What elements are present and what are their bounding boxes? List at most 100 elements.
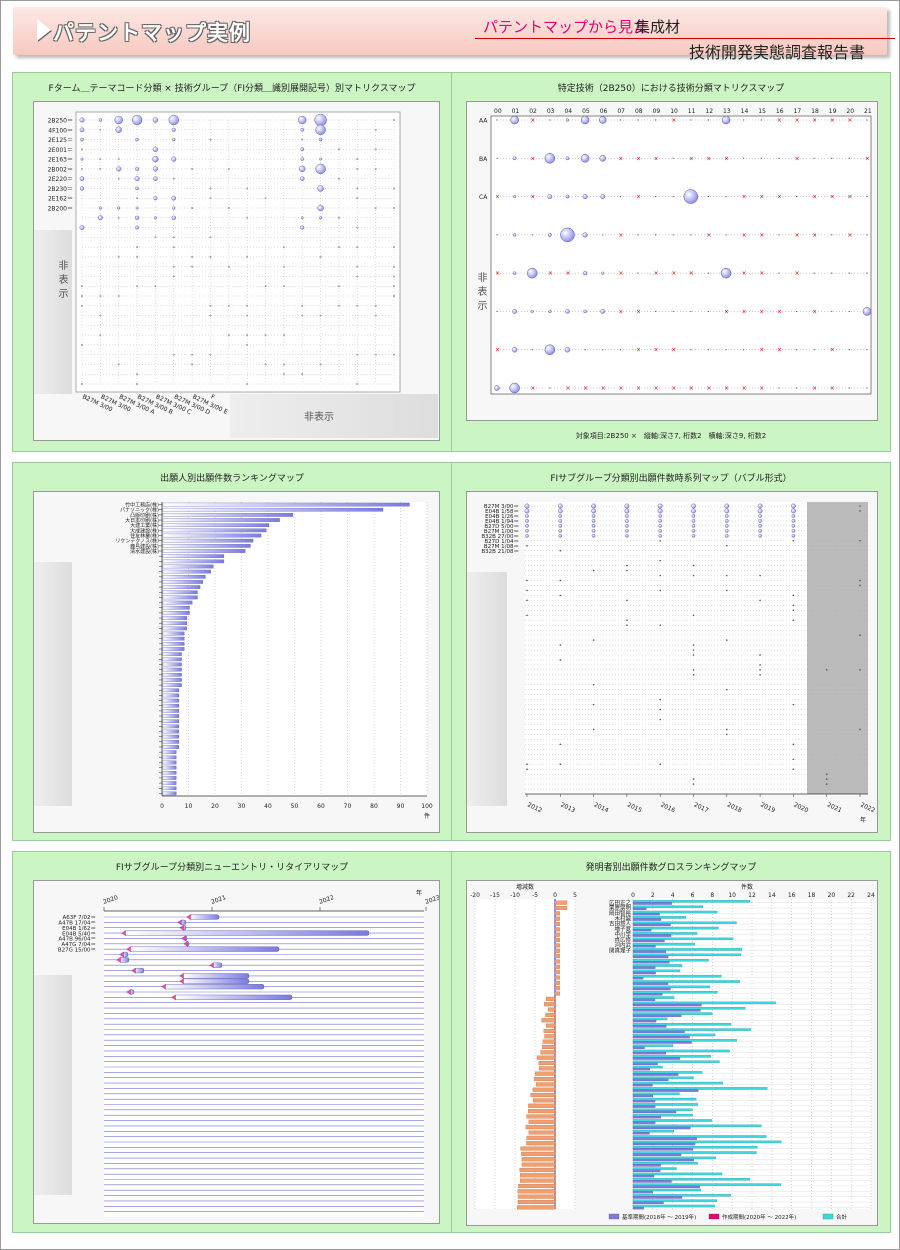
bubble xyxy=(580,115,590,125)
play-triangle-icon xyxy=(37,19,51,41)
bar xyxy=(162,538,254,543)
right-tick-label: 4 xyxy=(671,892,675,899)
bubble xyxy=(117,295,120,297)
bubble xyxy=(191,265,194,268)
bubble xyxy=(80,137,84,142)
cross-mark: × xyxy=(759,385,764,392)
delta-bar xyxy=(545,996,556,1001)
bar xyxy=(162,507,384,512)
dot xyxy=(659,718,661,721)
cross-mark: × xyxy=(777,117,782,124)
base-bar xyxy=(632,912,660,916)
bubble xyxy=(300,127,305,132)
cross-mark: × xyxy=(812,117,817,124)
bubble xyxy=(525,524,529,528)
cross-mark: × xyxy=(530,117,535,124)
total-bar xyxy=(632,942,695,946)
bubble xyxy=(790,508,796,514)
delta-bar xyxy=(528,1103,556,1108)
bubble xyxy=(591,533,596,538)
row-label: E04B 5/40＝ xyxy=(62,931,96,937)
2b250-matrix-chart: 00 01 02 03 04 05 06 07 08 09 10 11 12 13 14 15 16 17 18 19… xyxy=(466,101,878,421)
applicant-ranking-chart: 0 10 20 30 40 50 60 70 80 90 100 件 竹中工務店(株) パナソニック(株)… xyxy=(33,491,440,833)
row-label: A47B 96/04＝ xyxy=(58,937,96,943)
row-label: B27D 5/00＝ xyxy=(484,524,519,530)
cross-mark: × xyxy=(495,347,500,354)
dot xyxy=(592,683,595,686)
dot xyxy=(654,310,657,313)
entry-marker xyxy=(171,994,176,1001)
dot xyxy=(792,703,795,706)
bubble xyxy=(565,156,570,161)
dot xyxy=(859,579,861,582)
total-bar xyxy=(632,916,686,919)
bubble xyxy=(525,533,529,538)
bubble xyxy=(580,154,590,163)
delta-bar xyxy=(541,1018,556,1023)
cross-mark: × xyxy=(618,155,623,162)
dot xyxy=(866,272,868,274)
bubble xyxy=(691,524,696,528)
dot xyxy=(707,272,710,274)
row-label: B27M 1/08＝ xyxy=(484,544,519,550)
col-label: 20 xyxy=(846,108,854,115)
dot xyxy=(526,614,528,617)
base-bar xyxy=(632,928,652,932)
category-label: 中川学 xyxy=(614,930,631,938)
dot xyxy=(496,157,498,159)
cross-mark: × xyxy=(671,347,676,354)
bubble xyxy=(691,529,696,533)
base-bar xyxy=(632,1110,677,1114)
bubble xyxy=(338,148,340,151)
row-label: 2B230＝ xyxy=(48,186,73,193)
delta-bar xyxy=(554,964,560,969)
bubble xyxy=(117,216,120,219)
total-bar xyxy=(632,958,709,962)
dot xyxy=(759,664,761,666)
bubble xyxy=(393,119,395,121)
bubble xyxy=(791,529,796,533)
bubble xyxy=(625,533,629,538)
base-bar xyxy=(632,907,647,911)
dot xyxy=(637,234,639,236)
bar xyxy=(162,683,182,687)
total-bar xyxy=(632,990,718,994)
cross-mark: × xyxy=(742,385,747,392)
dot xyxy=(778,272,780,274)
category-label: 栗原崇明 xyxy=(609,905,632,912)
bubble xyxy=(374,148,377,151)
category-label: 貞広修 xyxy=(614,936,631,944)
cross-mark: × xyxy=(847,194,852,201)
bubble xyxy=(191,167,194,170)
dot xyxy=(672,310,674,313)
dot xyxy=(759,669,761,671)
delta-bar xyxy=(554,943,560,948)
bubble xyxy=(691,514,696,518)
delta-bar xyxy=(538,1060,556,1066)
total-bar xyxy=(632,937,734,940)
bubble xyxy=(99,128,102,131)
bubble xyxy=(658,533,662,538)
bubble xyxy=(81,167,83,170)
col-label: 18 xyxy=(811,108,819,115)
dot xyxy=(792,768,795,770)
row-label: CA xyxy=(479,194,488,201)
bubble xyxy=(81,343,83,346)
total-bar xyxy=(632,1028,751,1031)
dot xyxy=(759,574,761,577)
base-bar xyxy=(632,1185,700,1188)
dot xyxy=(619,119,621,121)
base-bar xyxy=(632,1094,654,1098)
page-title: パテントマップ実例 xyxy=(53,21,251,45)
bubble xyxy=(80,157,84,161)
dot xyxy=(692,574,695,577)
bar xyxy=(162,734,180,739)
bubble xyxy=(171,156,177,162)
dot xyxy=(559,659,562,661)
panel-applicant-ranking: 出願人別出願件数ランキングマップ 0 10 20 30 40 50 60 70 80 90 100 件… xyxy=(12,462,452,841)
bubble xyxy=(135,137,139,142)
panel-title: Fターム＿テーマコード分類 × 技術グループ（FI分類＿識別展開記号）別マトリク… xyxy=(48,84,416,94)
base-bar xyxy=(632,1190,653,1194)
bar xyxy=(162,719,180,724)
bubble xyxy=(512,156,517,161)
